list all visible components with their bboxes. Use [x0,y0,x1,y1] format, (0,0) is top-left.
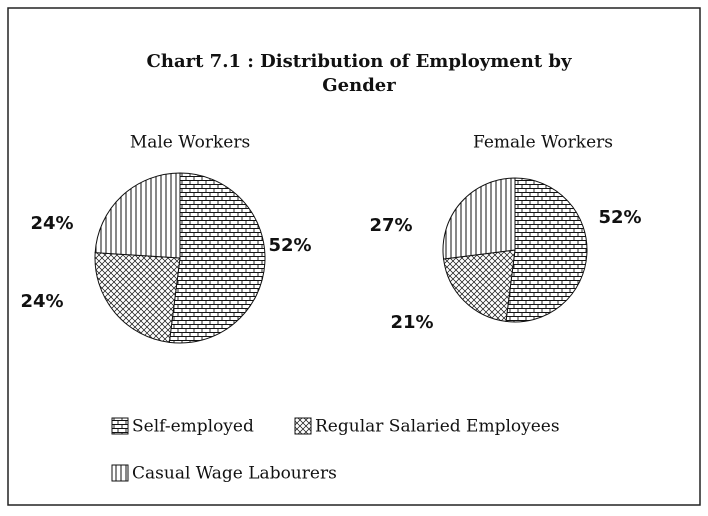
value-label: 52% [598,207,641,228]
value-label: 27% [369,215,412,236]
value-label: 24% [30,213,73,234]
legend-label: Self-employed [132,417,254,437]
value-label: 24% [20,291,63,312]
legend-label: Casual Wage Labourers [132,464,337,484]
legend-label: Regular Salaried Employees [315,417,560,437]
pie-slice [95,173,180,258]
legend-swatch [112,465,128,481]
pie-slice [506,178,587,322]
value-label: 52% [268,235,311,256]
pie-slice [169,173,265,343]
value-label: 21% [390,312,433,333]
pie-slice [95,253,180,343]
chart-title: Chart 7.1 : Distribution of Employment b… [144,50,574,98]
pie-title: Female Workers [473,133,613,153]
page: Male Workers 52% 24% 24% Female Workers 52% 21… [0,0,708,516]
pie-slice [444,250,515,321]
pie-slice [443,178,515,259]
legend-swatch [295,418,311,434]
pie-title: Male Workers [130,133,250,153]
legend-swatch [112,418,128,434]
